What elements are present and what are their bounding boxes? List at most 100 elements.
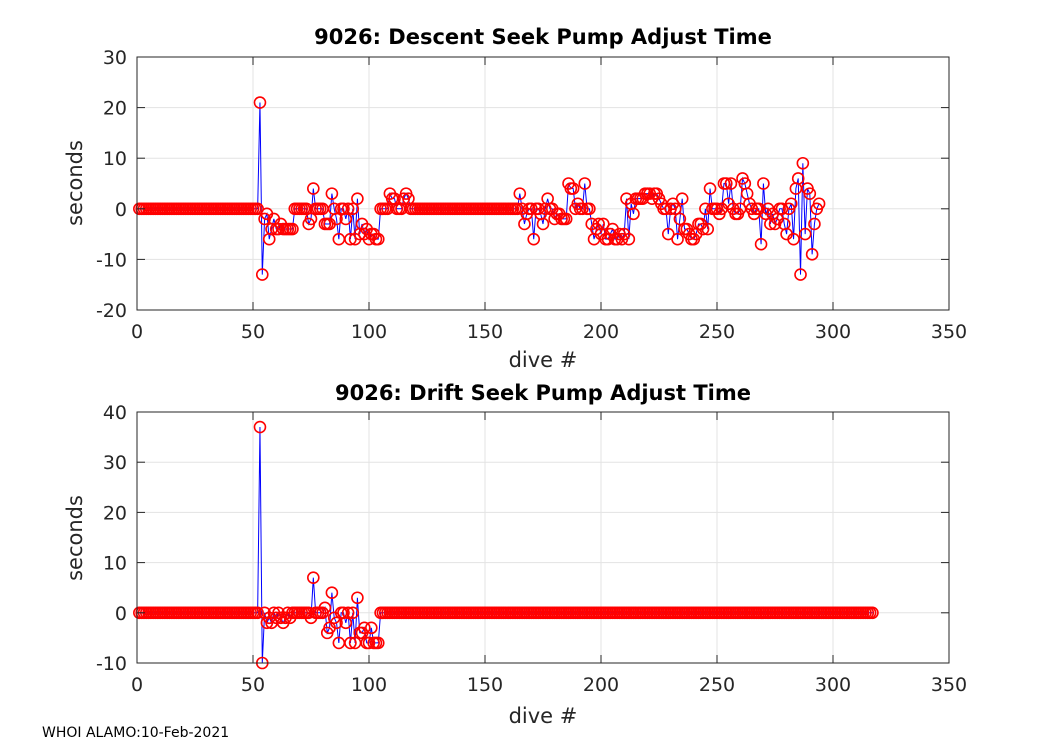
drift-y-tick-label: 40 <box>103 402 127 424</box>
drift-data-point <box>362 636 376 650</box>
drift-x-tick-label: 50 <box>241 674 265 696</box>
descent-y-ticks: -20 -10 0 10 20 30 <box>96 47 949 322</box>
drift-y-tick-label: 30 <box>103 452 127 474</box>
drift-x-tick-label: 350 <box>931 674 967 696</box>
descent-data-point <box>675 192 689 205</box>
descent-data-point <box>304 212 318 226</box>
descent-y-tick-label: 20 <box>103 98 127 120</box>
descent-data-point <box>371 232 385 246</box>
descent-data-point <box>784 197 798 211</box>
drift-data-point <box>344 636 357 650</box>
descent-plot-area <box>137 57 949 310</box>
drift-y-tick-label: -10 <box>96 653 127 675</box>
descent-data-point <box>798 227 812 241</box>
descent-x-tick-label: 250 <box>699 321 735 343</box>
drift-x-tick-label: 0 <box>131 674 143 696</box>
descent-data-point <box>330 212 343 226</box>
descent-data-point <box>566 182 580 195</box>
descent-data-point <box>253 96 267 109</box>
drift-y-axis-label: seconds <box>63 495 87 581</box>
descent-y-tick-label: -10 <box>96 249 127 271</box>
descent-y-axis-label: seconds <box>63 140 87 226</box>
descent-data-point <box>286 222 299 236</box>
descent-data-point <box>251 202 264 216</box>
drift-y-ticks: -10 0 10 20 30 40 <box>96 402 949 675</box>
descent-plot-title: 9026: Descent Seek Pump Adjust Time <box>314 25 772 49</box>
descent-series <box>133 96 826 281</box>
descent-data-point <box>805 248 819 261</box>
drift-data-point <box>358 621 371 635</box>
descent-plot: 9026: Descent Seek Pump Adjust Time 0 50 1… <box>63 25 967 372</box>
drift-series <box>133 420 879 670</box>
descent-x-tick-label: 100 <box>351 321 387 343</box>
footer-credit: WHOI ALAMO:10-Feb-2021 <box>42 725 230 741</box>
descent-x-tick-label: 50 <box>241 321 265 343</box>
drift-data-point <box>351 591 364 605</box>
descent-data-point <box>803 187 817 200</box>
descent-data-point <box>559 212 573 226</box>
descent-x-axis-label: dive # <box>509 348 578 372</box>
drift-data-point <box>251 606 264 620</box>
descent-data-point <box>812 197 826 211</box>
drift-data-point <box>341 606 355 620</box>
descent-data-point <box>791 172 805 185</box>
drift-plot: 9026: Drift Seek Pump Adjust Time 0 50 100… <box>63 381 967 728</box>
descent-x-ticks: 0 50 100 150 200 250 300 350 <box>131 57 967 343</box>
descent-data-point <box>703 182 717 195</box>
descent-data-point <box>796 156 810 170</box>
descent-data-point <box>724 177 738 190</box>
descent-data-point <box>576 202 589 216</box>
drift-x-tick-label: 100 <box>351 674 387 696</box>
descent-data-point <box>787 232 800 246</box>
descent-data-point <box>627 207 640 221</box>
drift-data-point <box>330 616 343 630</box>
descent-y-tick-label: 10 <box>103 148 127 170</box>
drift-x-tick-label: 300 <box>815 674 851 696</box>
drift-data-point <box>318 601 332 615</box>
drift-data-point <box>365 621 378 635</box>
descent-data-point <box>351 192 364 205</box>
descent-data-point <box>513 187 527 200</box>
drift-y-tick-label: 0 <box>115 603 127 625</box>
drift-x-tick-label: 250 <box>699 674 735 696</box>
drift-data-point <box>325 586 339 600</box>
descent-data-point <box>673 212 687 226</box>
drift-x-axis-label: dive # <box>509 704 578 728</box>
drift-data-point <box>346 606 360 620</box>
descent-y-tick-label: -20 <box>96 300 127 322</box>
descent-data-point <box>661 227 675 241</box>
descent-data-point <box>344 232 357 246</box>
descent-x-tick-label: 200 <box>583 321 619 343</box>
descent-data-point <box>536 217 550 231</box>
drift-data-point <box>253 420 267 434</box>
descent-data-point <box>668 202 682 216</box>
descent-axes-box <box>136 56 950 311</box>
descent-data-point <box>578 177 592 190</box>
descent-data-point <box>719 177 733 190</box>
descent-data-point <box>527 232 541 246</box>
descent-data-point <box>597 217 610 231</box>
drift-x-ticks: 0 50 100 150 200 250 300 350 <box>131 412 967 696</box>
descent-data-point <box>808 217 821 231</box>
descent-data-point <box>346 202 360 216</box>
descent-data-point <box>757 177 770 190</box>
descent-data-point <box>255 268 269 281</box>
descent-x-tick-label: 150 <box>467 321 503 343</box>
descent-data-point <box>307 182 320 195</box>
descent-data-point <box>696 222 710 236</box>
descent-data-point <box>341 202 355 216</box>
descent-data-point <box>794 268 807 281</box>
descent-data-point <box>701 222 715 236</box>
descent-data-point <box>754 237 768 251</box>
drift-data-point <box>866 606 879 620</box>
descent-y-tick-label: 30 <box>103 47 127 69</box>
descent-data-point <box>325 187 339 200</box>
drift-data-point <box>307 571 320 584</box>
drift-y-tick-label: 20 <box>103 502 127 524</box>
descent-x-tick-label: 350 <box>931 321 967 343</box>
descent-data-point <box>622 232 636 246</box>
descent-data-point <box>583 202 596 216</box>
drift-data-point <box>371 636 385 650</box>
drift-x-tick-label: 200 <box>583 674 619 696</box>
